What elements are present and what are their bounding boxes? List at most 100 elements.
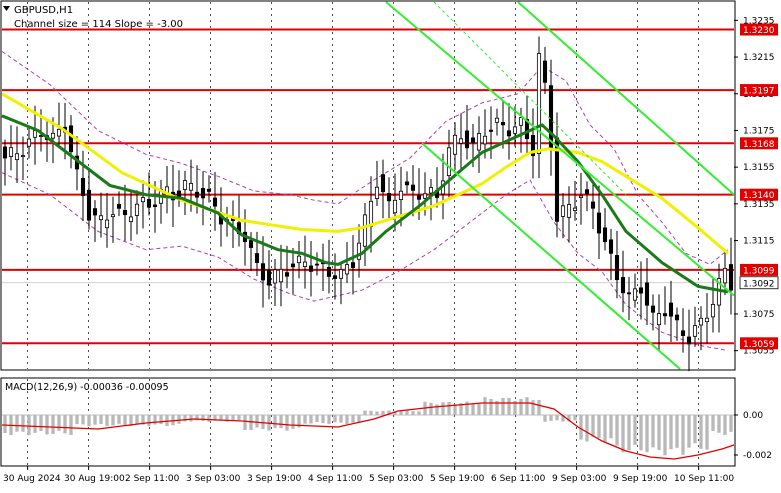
candle-body [152, 204, 158, 207]
candle-body [704, 317, 710, 323]
macd-bar [93, 415, 97, 425]
macd-bar [309, 415, 313, 424]
macd-bar [597, 415, 601, 438]
candle-body [374, 186, 380, 199]
channel-line [385, 1, 735, 297]
candle-body [260, 263, 266, 281]
y-tick-label: 1.3215 [743, 53, 775, 63]
level-badge [740, 137, 778, 150]
x-tick-label: 3 Sep 03:00 [186, 474, 241, 484]
macd-bar [3, 415, 7, 433]
candle-body [722, 268, 728, 284]
macd-bar [339, 415, 343, 423]
candle-body [458, 138, 464, 144]
candle-body [620, 277, 626, 294]
macd-bar [639, 415, 643, 451]
chart-symbol: GBPUSD,H1 [14, 5, 73, 16]
envelope-band-line [1, 51, 729, 265]
candle-body [578, 195, 584, 198]
macd-bar [459, 403, 463, 415]
candle-body [14, 153, 20, 161]
macd-bar [453, 404, 457, 415]
macd-bar [135, 415, 139, 425]
macd-bar [285, 415, 289, 431]
macd-bar [615, 415, 619, 446]
macd-y-tick-label: 0.00 [743, 411, 763, 421]
candle-body [494, 117, 500, 123]
candle-body [410, 184, 416, 191]
x-tick-label: 5 Sep 03:00 [369, 474, 424, 484]
collapse-icon[interactable] [3, 6, 10, 11]
macd-bar [435, 404, 439, 415]
macd-bar [39, 415, 43, 432]
candle-body [56, 128, 62, 137]
candle-body [110, 214, 116, 218]
macd-bar [627, 415, 631, 451]
macd-bar [327, 415, 331, 424]
macd-bar [279, 415, 283, 429]
macd-bar [381, 410, 385, 415]
candle-body [632, 288, 638, 301]
candle-body [482, 135, 488, 145]
level-label: 1.3230 [743, 26, 775, 36]
x-tick-label: 9 Sep 03:00 [552, 474, 607, 484]
x-tick-label: 5 Sep 19:00 [430, 474, 485, 484]
macd-bar [261, 415, 265, 430]
candle-body [524, 119, 530, 140]
candle-body [176, 190, 182, 198]
macd-bar [183, 415, 187, 422]
macd-bar [399, 411, 403, 415]
x-tick-label: 30 Aug 19:00 [64, 474, 125, 484]
candle-body [614, 255, 620, 281]
macd-bar [315, 415, 319, 423]
macd-bar [15, 415, 19, 432]
candle-body [662, 313, 668, 317]
macd-bar [357, 415, 361, 423]
price-panel-frame [0, 0, 736, 371]
candle-body [560, 205, 566, 217]
macd-bar [99, 415, 103, 424]
macd-bar [27, 415, 31, 436]
macd-bar [123, 415, 127, 426]
candle-body [284, 272, 290, 277]
candle-body [146, 198, 152, 208]
y-tick-label: 1.3175 [743, 126, 775, 136]
candle-body [572, 207, 578, 211]
macd-bar [543, 415, 547, 422]
candle-body [590, 201, 596, 209]
candle-body [566, 204, 572, 218]
macd-bar [441, 402, 445, 415]
level-badge [740, 337, 778, 350]
macd-bar [555, 415, 559, 421]
macd-bar [579, 415, 583, 440]
candle-body [428, 187, 434, 194]
macd-bar [621, 415, 625, 453]
channel-info: Channel size = 114 Slope = -3.00 [14, 19, 183, 30]
macd-bar [243, 415, 247, 430]
macd-bar [375, 411, 379, 415]
macd-bar [387, 410, 391, 415]
macd-bar [249, 415, 253, 431]
macd-bar [393, 411, 397, 415]
x-tick-label: 6 Sep 11:00 [491, 474, 546, 484]
candle-body [584, 189, 590, 195]
candle-body [194, 191, 200, 198]
level-label: 1.3168 [743, 140, 775, 150]
candle-body [656, 313, 662, 326]
macd-bar [33, 415, 37, 433]
macd-title: MACD(12,26,9) -0.00036 -0.00095 [5, 382, 169, 393]
macd-bar [321, 415, 325, 424]
current-price-label: 1.3092 [743, 279, 775, 289]
macd-bar [669, 415, 673, 450]
macd-bar [717, 415, 721, 433]
macd-bar [729, 415, 733, 432]
candle-body [26, 138, 32, 147]
candle-body [98, 215, 104, 221]
macd-bar [537, 399, 541, 415]
candle-body [506, 130, 512, 137]
macd-bar [525, 397, 529, 415]
macd-bar [483, 397, 487, 415]
candle-body [536, 53, 542, 154]
macd-bar [471, 403, 475, 415]
